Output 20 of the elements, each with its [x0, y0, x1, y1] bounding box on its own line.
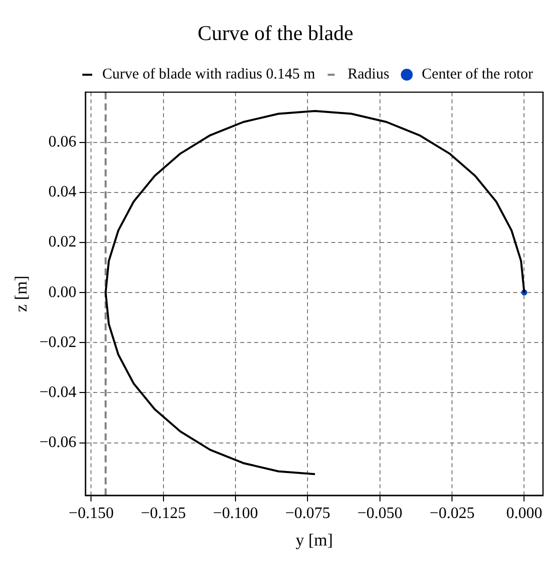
- y-tick-label: −0.02: [39, 334, 76, 351]
- x-tick-label: −0.100: [213, 505, 258, 522]
- y-tick-label: −0.04: [39, 384, 76, 401]
- x-tick-label: −0.150: [68, 505, 114, 522]
- x-tick-label: −0.050: [357, 505, 402, 522]
- legend-label: Center of the rotor: [422, 66, 534, 83]
- x-axis-title: y [m]: [296, 530, 333, 550]
- y-tick-label: 0.06: [48, 133, 76, 150]
- x-tick-label: 0.000: [506, 505, 542, 522]
- x-tick-label: −0.125: [140, 505, 186, 522]
- chart-title: Curve of the blade: [198, 21, 354, 46]
- y-tick-label: 0.04: [48, 184, 76, 201]
- y-tick-label: −0.06: [39, 434, 76, 452]
- y-tick-label: 0.02: [48, 234, 76, 251]
- y-tick-label: 0.00: [48, 284, 76, 301]
- y-axis-title: z [m]: [12, 276, 31, 312]
- x-tick-label: −0.025: [430, 505, 475, 522]
- legend-label: Curve of blade with radius 0.145 m: [102, 66, 316, 83]
- x-tick-label: −0.075: [285, 505, 330, 522]
- legend-label: Radius: [348, 66, 390, 83]
